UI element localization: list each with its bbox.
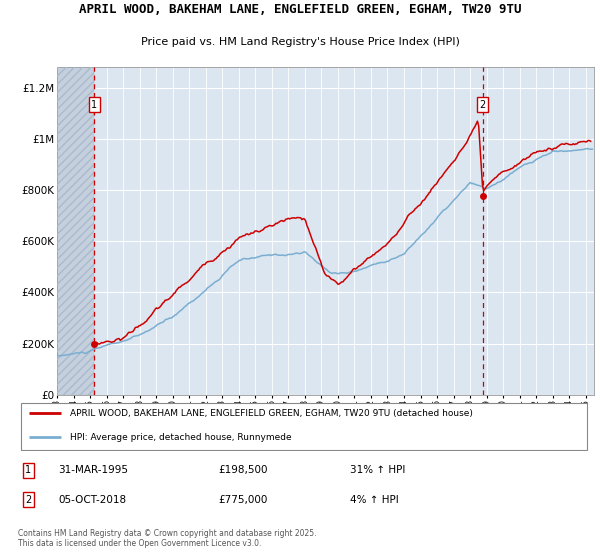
Text: Contains HM Land Registry data © Crown copyright and database right 2025.
This d: Contains HM Land Registry data © Crown c…	[18, 529, 317, 548]
Text: Price paid vs. HM Land Registry's House Price Index (HPI): Price paid vs. HM Land Registry's House …	[140, 38, 460, 48]
Text: HPI: Average price, detached house, Runnymede: HPI: Average price, detached house, Runn…	[70, 432, 291, 441]
Bar	[57, 67, 94, 395]
Bar	[57, 67, 94, 395]
Text: 1: 1	[25, 465, 31, 475]
Text: 31-MAR-1995: 31-MAR-1995	[58, 465, 128, 475]
Text: APRIL WOOD, BAKEHAM LANE, ENGLEFIELD GREEN, EGHAM, TW20 9TU (detached house): APRIL WOOD, BAKEHAM LANE, ENGLEFIELD GRE…	[70, 409, 472, 418]
Text: 31% ↑ HPI: 31% ↑ HPI	[350, 465, 406, 475]
FancyBboxPatch shape	[21, 403, 587, 450]
Text: 05-OCT-2018: 05-OCT-2018	[58, 495, 126, 505]
Text: 4% ↑ HPI: 4% ↑ HPI	[350, 495, 399, 505]
Text: 2: 2	[25, 495, 31, 505]
Text: £198,500: £198,500	[218, 465, 268, 475]
Text: £775,000: £775,000	[218, 495, 268, 505]
Text: 1: 1	[91, 100, 97, 110]
Text: 2: 2	[479, 100, 486, 110]
Text: APRIL WOOD, BAKEHAM LANE, ENGLEFIELD GREEN, EGHAM, TW20 9TU: APRIL WOOD, BAKEHAM LANE, ENGLEFIELD GRE…	[79, 3, 521, 16]
